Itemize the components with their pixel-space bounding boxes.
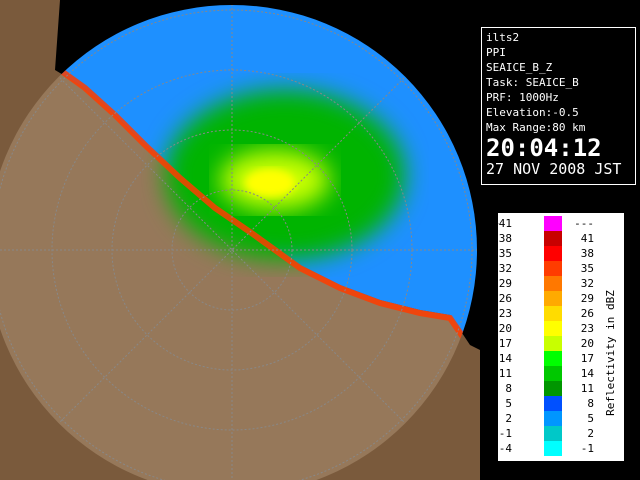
legend-high: 5 <box>587 412 594 425</box>
legend-high: 20 <box>580 337 594 350</box>
legend-high: --- <box>574 217 594 230</box>
legend-row: >41 --- <box>492 216 598 231</box>
time: 20:04:12 <box>486 134 602 162</box>
legend-high: 2 <box>587 427 594 440</box>
radar-image <box>0 0 480 480</box>
legend-high: 32 <box>580 277 594 290</box>
legend-high: 17 <box>580 352 594 365</box>
legend-low: 29 <box>498 277 512 290</box>
legend-low: -1 <box>498 427 512 440</box>
info-lines: ilts2 PPI SEAICE_B_Z Task: SEAICE_B PRF: 100… <box>486 30 631 135</box>
range-rings <box>0 5 477 480</box>
legend-row: 38 41 <box>498 231 598 246</box>
legend-high: 41 <box>580 232 594 245</box>
legend-row: 32 35 <box>498 261 598 276</box>
legend-swatch <box>544 276 562 291</box>
info-line: Task: SEAICE_B <box>486 76 579 89</box>
date: 27 NOV 2008 JST <box>486 160 622 178</box>
legend-swatch <box>544 396 562 411</box>
legend-swatch <box>544 441 562 456</box>
legend-low: 2 <box>505 412 512 425</box>
legend-swatch <box>544 261 562 276</box>
legend-swatch <box>544 321 562 336</box>
legend-swatch <box>544 351 562 366</box>
legend-high: 26 <box>580 307 594 320</box>
legend-low: 38 <box>498 232 512 245</box>
legend-swatch <box>544 216 562 231</box>
legend-row: 11 14 <box>498 366 598 381</box>
legend-row: 8 11 <box>498 381 598 396</box>
legend-high: 29 <box>580 292 594 305</box>
legend-low: 23 <box>498 307 512 320</box>
legend-high: 35 <box>580 262 594 275</box>
legend-title: Reflectivity in dBZ <box>604 290 617 416</box>
legend-swatch <box>544 426 562 441</box>
legend-swatch <box>544 246 562 261</box>
legend-row: 26 29 <box>498 291 598 306</box>
legend-high: 38 <box>580 247 594 260</box>
legend-swatch <box>544 306 562 321</box>
info-line: SEAICE_B_Z <box>486 61 553 74</box>
legend-row: 20 23 <box>498 321 598 336</box>
legend-low: -4 <box>498 442 512 455</box>
legend-row: 23 26 <box>498 306 598 321</box>
legend-high: 8 <box>587 397 594 410</box>
legend-high: 23 <box>580 322 594 335</box>
legend-low: 8 <box>505 382 512 395</box>
legend-row: 17 20 <box>498 336 598 351</box>
legend-high: -1 <box>580 442 594 455</box>
legend-low: 5 <box>505 397 512 410</box>
info-line: PRF: 1000Hz <box>486 91 559 104</box>
legend-low: 11 <box>498 367 512 380</box>
legend-row: -1 2 <box>498 426 598 441</box>
legend-row: 35 38 <box>498 246 598 261</box>
legend-swatch <box>544 291 562 306</box>
legend-low: 20 <box>498 322 512 335</box>
info-line: Max Range:80 km <box>486 121 586 134</box>
legend-high: 11 <box>580 382 594 395</box>
rain-peak <box>245 169 295 197</box>
legend-row: 29 32 <box>498 276 598 291</box>
legend-low: 35 <box>498 247 512 260</box>
legend-swatch <box>544 411 562 426</box>
info-line: ilts2 <box>486 31 520 44</box>
legend-row: -4 -1 <box>498 441 598 456</box>
legend-swatch <box>544 381 562 396</box>
color-legend: Reflectivity in dBZ >41 --- 38 41 35 38 32 35 29… <box>492 212 625 462</box>
legend-low: 32 <box>498 262 512 275</box>
legend-low: 26 <box>498 292 512 305</box>
legend-swatch <box>544 366 562 381</box>
legend-low: 17 <box>498 337 512 350</box>
info-panel: ilts2 PPI SEAICE_B_Z Task: SEAICE_B PRF: 100… <box>481 27 636 185</box>
legend-high: 14 <box>580 367 594 380</box>
info-line: PPI <box>486 46 506 59</box>
legend-swatch <box>544 231 562 246</box>
info-line: Elevation:-0.5 <box>486 106 579 119</box>
legend-low: >41 <box>492 217 512 230</box>
legend-swatch <box>544 336 562 351</box>
legend-low: 14 <box>498 352 512 365</box>
legend-row: 14 17 <box>498 351 598 366</box>
